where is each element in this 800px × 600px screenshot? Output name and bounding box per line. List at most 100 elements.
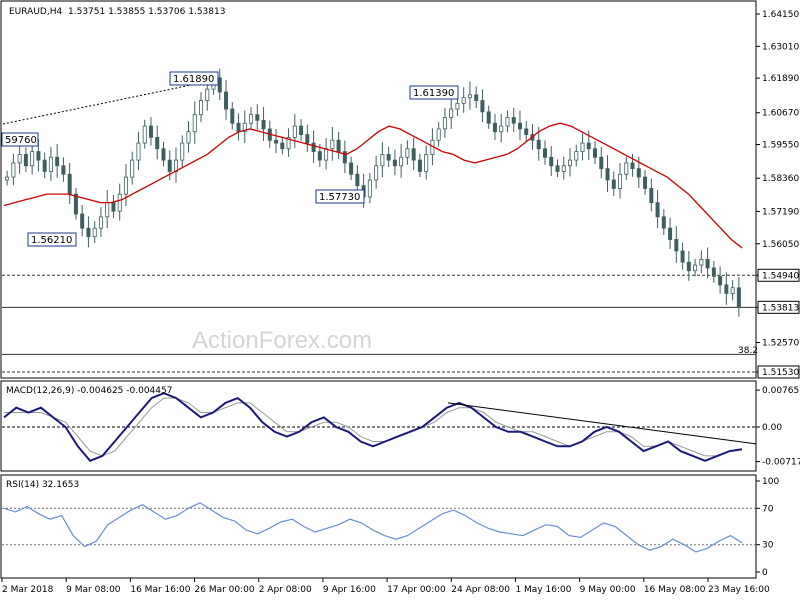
- macd-trendline: [447, 402, 757, 445]
- rsi-tick-label: 100: [762, 477, 779, 487]
- price-tick-label: 1.59550: [762, 140, 799, 150]
- rsi-tick-label: 70: [762, 504, 774, 514]
- candle-body: [536, 139, 541, 150]
- candle-body: [686, 261, 691, 272]
- candle-body: [693, 264, 698, 272]
- price-tick-box: [757, 300, 800, 314]
- candle-body: [236, 122, 241, 133]
- candle-body: [668, 227, 673, 240]
- candle-body: [342, 151, 347, 164]
- candle-body: [449, 108, 454, 118]
- rsi-header: RSI(14) 32.1653: [6, 480, 79, 490]
- candle-body: [730, 287, 735, 294]
- trend-line-dotted: [2, 79, 216, 125]
- candle-body: [255, 114, 260, 121]
- candle-body: [123, 176, 128, 195]
- candle-body: [105, 202, 110, 218]
- price-tick-label: 1.52570: [762, 338, 799, 348]
- time-tick-label: 16 Mar 16:00: [130, 585, 190, 595]
- candle-body: [317, 151, 322, 161]
- candle-body: [680, 250, 685, 263]
- candle-body: [699, 258, 704, 266]
- watermark: ActionForex.com: [192, 327, 372, 354]
- price-tick-box: [757, 365, 800, 379]
- candle-body: [618, 173, 623, 189]
- price-tick-label: 1.53813: [762, 303, 799, 313]
- time-tick-label: 9 May 00:00: [580, 585, 636, 595]
- candle-body: [30, 151, 35, 167]
- candle-body: [98, 216, 103, 229]
- candle-body: [624, 162, 629, 175]
- candle-body: [261, 119, 266, 130]
- price-callout-label: 1.61890: [173, 74, 214, 85]
- price-callout-box: [315, 189, 365, 204]
- candle-body: [17, 154, 22, 164]
- price-tick-label: 1.60670: [762, 109, 799, 119]
- candle-body: [161, 148, 166, 161]
- candle-body: [192, 114, 197, 133]
- candle-body: [367, 179, 372, 198]
- time-tick-label: 2 Mar 2018: [2, 585, 54, 595]
- candle-body: [311, 142, 316, 152]
- price-tick-label: 1.64150: [762, 10, 799, 20]
- price-tick-box: [757, 268, 800, 282]
- chart-header-ohlc: 1.53751 1.53855 1.53706 1.53813: [68, 7, 225, 17]
- candle-body: [568, 159, 573, 167]
- candle-body: [461, 97, 466, 104]
- candle-body: [386, 154, 391, 161]
- candle-body: [605, 168, 610, 181]
- candle-body: [205, 88, 210, 101]
- candle-body: [674, 239, 679, 252]
- candle-body: [655, 202, 660, 218]
- candle-body: [36, 151, 41, 161]
- price-callout-box: [1, 132, 39, 147]
- price-tick-label: 1.61890: [762, 74, 799, 84]
- fib-label: 38.2: [738, 346, 758, 356]
- price-callout-label: 1.57730: [319, 192, 360, 203]
- candle-body: [411, 148, 416, 161]
- candle-body: [286, 136, 291, 150]
- price-callout-box: [27, 232, 77, 247]
- price-callout-box: [169, 71, 219, 86]
- candle-body: [230, 108, 235, 124]
- time-tick-label: 9 Mar 08:00: [66, 585, 121, 595]
- candle-body: [136, 142, 141, 161]
- candle-body: [167, 159, 172, 172]
- time-tick-label: 16 May 08:00: [644, 585, 706, 595]
- macd-tick-label: -0.007171: [762, 458, 800, 468]
- chart-header-symbol: EURAUD,H4: [9, 7, 62, 17]
- rsi-tick-label: 0: [762, 568, 768, 578]
- candle-body: [148, 125, 153, 138]
- candle-body: [405, 148, 410, 158]
- price-axis: 1.64150 1.63010 1.61890 1.60670 1.59550 1.583…: [756, 10, 800, 379]
- candle-body: [555, 165, 560, 172]
- candle-body: [517, 122, 522, 130]
- candle-body: [224, 91, 229, 110]
- candle-body: [130, 159, 135, 178]
- candle-body: [242, 122, 247, 133]
- candle-body: [480, 100, 485, 113]
- time-tick-label: 2 Apr 08:00: [259, 585, 312, 595]
- candle-body: [492, 122, 497, 133]
- candle-body: [217, 77, 222, 93]
- candle-body: [249, 114, 254, 124]
- candle-body: [11, 162, 16, 178]
- candle-body: [42, 159, 47, 172]
- candle-body: [649, 188, 654, 204]
- candle-body: [643, 176, 648, 189]
- candle-body: [61, 165, 66, 175]
- candle-body: [436, 128, 441, 141]
- time-tick-label: 24 Apr 08:00: [451, 585, 510, 595]
- candle-body: [80, 213, 85, 229]
- candle-body: [355, 173, 360, 187]
- rsi-tick-label: 30: [762, 541, 774, 551]
- candle-body: [524, 128, 529, 135]
- price-levels: [2, 274, 756, 373]
- macd-pane-border: [0, 380, 757, 472]
- candle-body: [505, 117, 510, 127]
- time-tick-label: 17 Apr 00:00: [387, 585, 446, 595]
- candle-body: [580, 142, 585, 152]
- candle-body: [299, 125, 304, 135]
- time-tick-label: 9 Apr 16:00: [323, 585, 376, 595]
